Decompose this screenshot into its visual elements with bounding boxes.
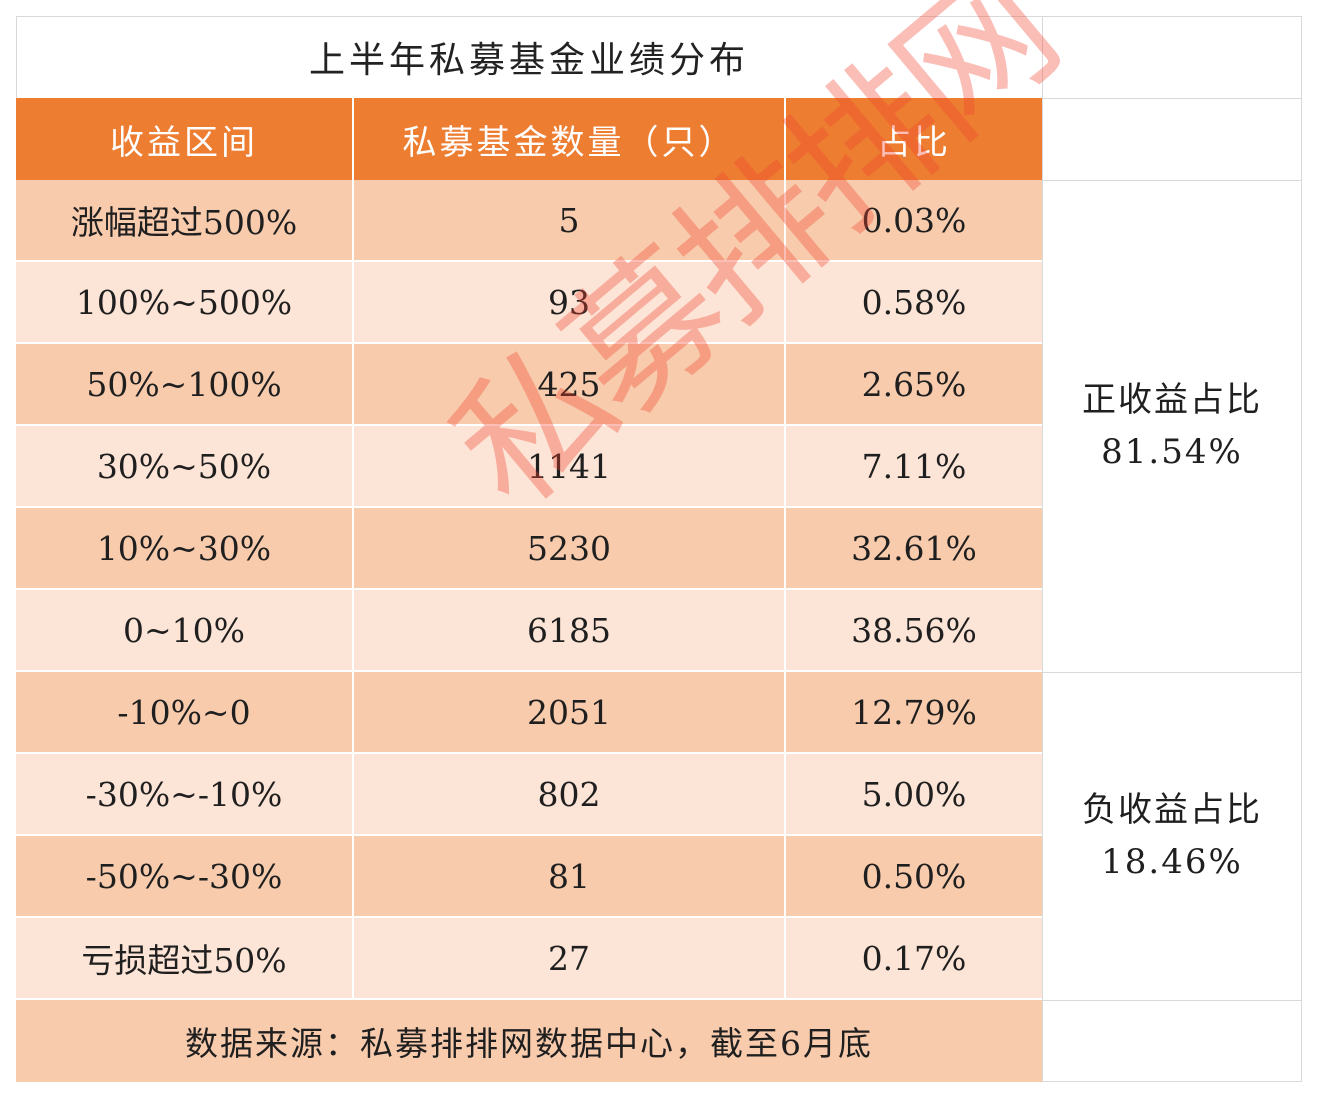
cell-count: 2051 <box>354 672 786 754</box>
cell-ratio: 38.56% <box>786 590 1042 672</box>
cell-count: 27 <box>354 918 786 1000</box>
cell-range: -30%~-10% <box>16 754 354 836</box>
performance-table: 上半年私募基金业绩分布 收益区间 私募基金数量（只） 占比 涨幅超过500% 5 0… <box>16 16 1302 1082</box>
table-title: 上半年私募基金业绩分布 <box>308 40 749 81</box>
cell-count: 5230 <box>354 508 786 590</box>
cell-range: 50%~100% <box>16 344 354 426</box>
cell-count: 5 <box>354 180 786 262</box>
grid-line <box>1042 98 1302 99</box>
data-source-footer: 数据来源：私募排排网数据中心，截至6月底 <box>16 1000 1042 1082</box>
grid-line <box>1042 672 1302 673</box>
cell-range: -10%~0 <box>16 672 354 754</box>
positive-summary-label: 正收益占比 <box>1082 380 1262 420</box>
grid-line <box>1042 16 1302 17</box>
cell-count: 1141 <box>354 426 786 508</box>
negative-summary-label: 负收益占比 <box>1082 790 1262 830</box>
header-range: 收益区间 <box>16 98 354 180</box>
grid-line <box>16 16 1042 17</box>
cell-ratio: 0.50% <box>786 836 1042 918</box>
cell-ratio: 7.11% <box>786 426 1042 508</box>
negative-summary: 负收益占比 18.46% <box>1042 672 1302 1000</box>
positive-summary-value: 81.54% <box>1101 432 1243 472</box>
positive-summary: 正收益占比 81.54% <box>1042 180 1302 672</box>
cell-range: 亏损超过50% <box>16 918 354 1000</box>
grid-line <box>1301 16 1302 1082</box>
cell-ratio: 0.03% <box>786 180 1042 262</box>
grid-line <box>1042 1081 1302 1082</box>
cell-range: 100%~500% <box>16 262 354 344</box>
negative-summary-value: 18.46% <box>1101 842 1243 882</box>
cell-range: 涨幅超过500% <box>16 180 354 262</box>
cell-count: 81 <box>354 836 786 918</box>
cell-ratio: 5.00% <box>786 754 1042 836</box>
cell-range: -50%~-30% <box>16 836 354 918</box>
cell-ratio: 0.17% <box>786 918 1042 1000</box>
cell-ratio: 32.61% <box>786 508 1042 590</box>
cell-ratio: 2.65% <box>786 344 1042 426</box>
grid-line <box>1042 180 1302 181</box>
cell-range: 0~10% <box>16 590 354 672</box>
cell-count: 802 <box>354 754 786 836</box>
grid-line <box>16 16 17 98</box>
header-count: 私募基金数量（只） <box>354 98 786 180</box>
cell-count: 93 <box>354 262 786 344</box>
header-ratio: 占比 <box>786 98 1042 180</box>
cell-count: 425 <box>354 344 786 426</box>
grid-line <box>1042 1000 1302 1001</box>
cell-range: 30%~50% <box>16 426 354 508</box>
grid-line <box>1042 16 1043 1082</box>
cell-count: 6185 <box>354 590 786 672</box>
cell-range: 10%~30% <box>16 508 354 590</box>
cell-ratio: 12.79% <box>786 672 1042 754</box>
cell-ratio: 0.58% <box>786 262 1042 344</box>
